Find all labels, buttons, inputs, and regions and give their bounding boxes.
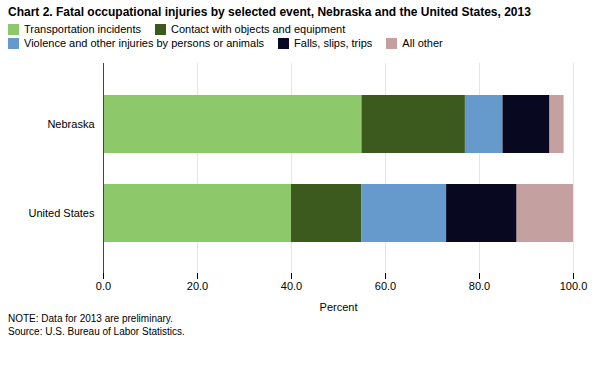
html-text:Contact with objects and equip: Contact with objects and equipment bbox=[171, 23, 346, 35]
svg-text:United States: United States bbox=[28, 207, 95, 219]
svg-text:Nebraska: Nebraska bbox=[47, 118, 95, 130]
html-text:NOTE: Data for 2013 are prelim: NOTE: Data for 2013 are preliminary. Sou… bbox=[8, 313, 185, 337]
svg-text:100.0: 100.0 bbox=[560, 280, 588, 292]
html-text:Falls, slips, trips: Falls, slips, trips bbox=[294, 37, 373, 49]
svg-text:0.0: 0.0 bbox=[96, 280, 111, 292]
svg-text:Percent: Percent bbox=[320, 301, 358, 313]
svg-text:40.0: 40.0 bbox=[281, 280, 302, 292]
html-text:Violence and other injuries by: Violence and other injuries by persons o… bbox=[24, 37, 265, 49]
html-text:Transportation incidents: Transportation incidents bbox=[24, 23, 141, 35]
svg-text:80.0: 80.0 bbox=[469, 280, 490, 292]
html-text:Chart 2. Fatal occupational in: Chart 2. Fatal occupational injuries by … bbox=[8, 5, 531, 19]
svg-text:60.0: 60.0 bbox=[375, 280, 396, 292]
html-text:All other: All other bbox=[402, 37, 443, 49]
svg-text:20.0: 20.0 bbox=[187, 280, 208, 292]
